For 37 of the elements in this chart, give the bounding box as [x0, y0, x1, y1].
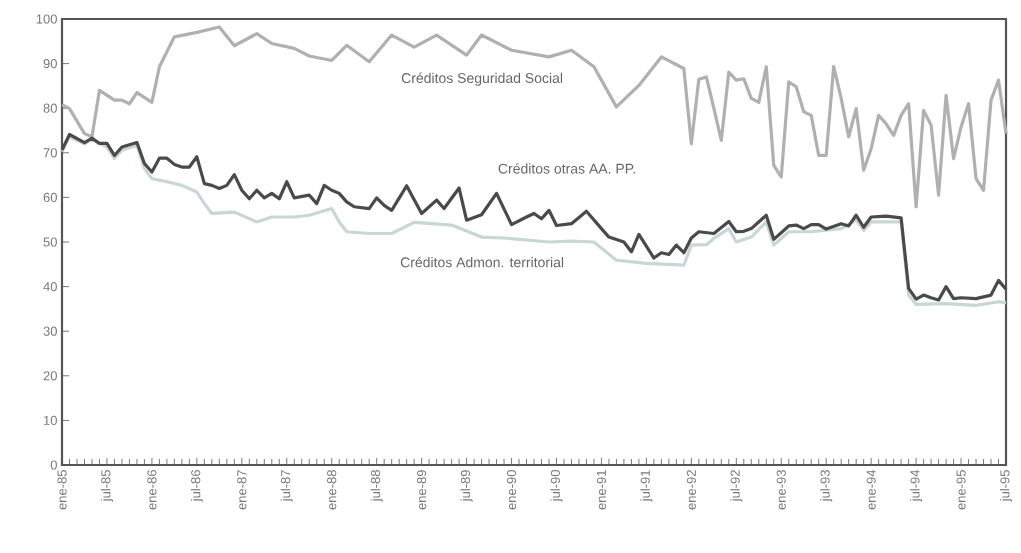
x-tick-label: ene-93	[776, 470, 786, 510]
y-tick-label: 70	[43, 148, 57, 158]
x-tick-label: ene-91	[596, 470, 607, 510]
series-label: Créditos Seguridad Social	[401, 72, 563, 86]
x-tick-label: ene-89	[417, 470, 427, 510]
x-tick-label: jul-93	[820, 470, 833, 502]
y-tick-label: 50	[43, 237, 57, 247]
series-label: Créditos Admon. territorial	[400, 256, 564, 268]
x-tick-label: jul-87	[280, 470, 293, 502]
x-tick-label: ene-85	[57, 470, 67, 510]
y-tick-label: 90	[43, 58, 57, 69]
x-tick-label: jul-92	[730, 470, 743, 502]
y-tick-label: 100	[36, 14, 57, 24]
y-tick-label: 0	[50, 460, 57, 470]
x-tick-label: jul-95	[999, 470, 1013, 502]
x-tick-label: ene-92	[686, 470, 696, 510]
y-tick-label: 10	[43, 415, 57, 425]
line-series	[60, 25, 1008, 209]
x-tick-label: ene-90	[506, 470, 517, 510]
x-tick-label: jul-88	[370, 470, 383, 502]
x-tick-label: ene-94	[866, 469, 876, 510]
x-tick-label: ene-95	[956, 470, 966, 510]
x-tick-label: jul-94	[910, 469, 923, 502]
y-tick-label: 80	[43, 103, 57, 113]
x-tick-label: ene-86	[147, 470, 157, 510]
x-tick-label: jul-90	[550, 470, 563, 502]
x-tick-label: jul-91	[640, 470, 653, 502]
y-tick-label: 20	[43, 371, 57, 381]
series-label: Créditos otras AA. PP.	[498, 163, 635, 174]
x-tick-label: ene-87	[237, 470, 247, 510]
y-tick-label: 40	[43, 281, 57, 292]
x-tick-label: ene-88	[327, 470, 337, 510]
x-tick-label: jul-86	[190, 470, 203, 502]
y-tick-label: 30	[43, 326, 57, 336]
x-tick-label: jul-85	[100, 470, 114, 502]
x-tick-label: jul-89	[460, 470, 473, 502]
y-tick-label: 60	[43, 192, 57, 202]
